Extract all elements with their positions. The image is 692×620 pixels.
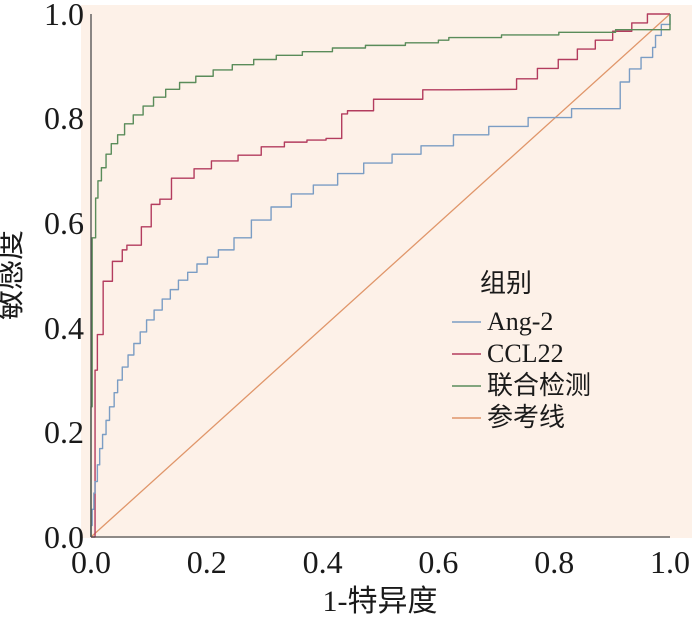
svg-text:敏感度: 敏感度 [0,230,27,320]
svg-text:0.4: 0.4 [44,310,84,346]
svg-text:参考线: 参考线 [487,403,565,432]
svg-text:0.2: 0.2 [44,414,84,450]
svg-text:1-特异度: 1-特异度 [323,585,438,618]
svg-text:0.6: 0.6 [44,205,84,241]
svg-text:组别: 组别 [480,269,532,298]
svg-text:0.2: 0.2 [187,544,227,580]
svg-text:联合检测: 联合检测 [487,371,591,400]
svg-text:0.4: 0.4 [303,544,343,580]
svg-text:0.8: 0.8 [44,100,84,136]
svg-text:CCL22: CCL22 [487,339,564,368]
svg-text:Ang-2: Ang-2 [487,307,553,336]
svg-text:1.0: 1.0 [650,544,690,580]
svg-text:0.8: 0.8 [534,544,574,580]
svg-text:0.6: 0.6 [418,544,458,580]
svg-text:1.0: 1.0 [44,0,84,32]
svg-text:0.0: 0.0 [44,519,84,555]
